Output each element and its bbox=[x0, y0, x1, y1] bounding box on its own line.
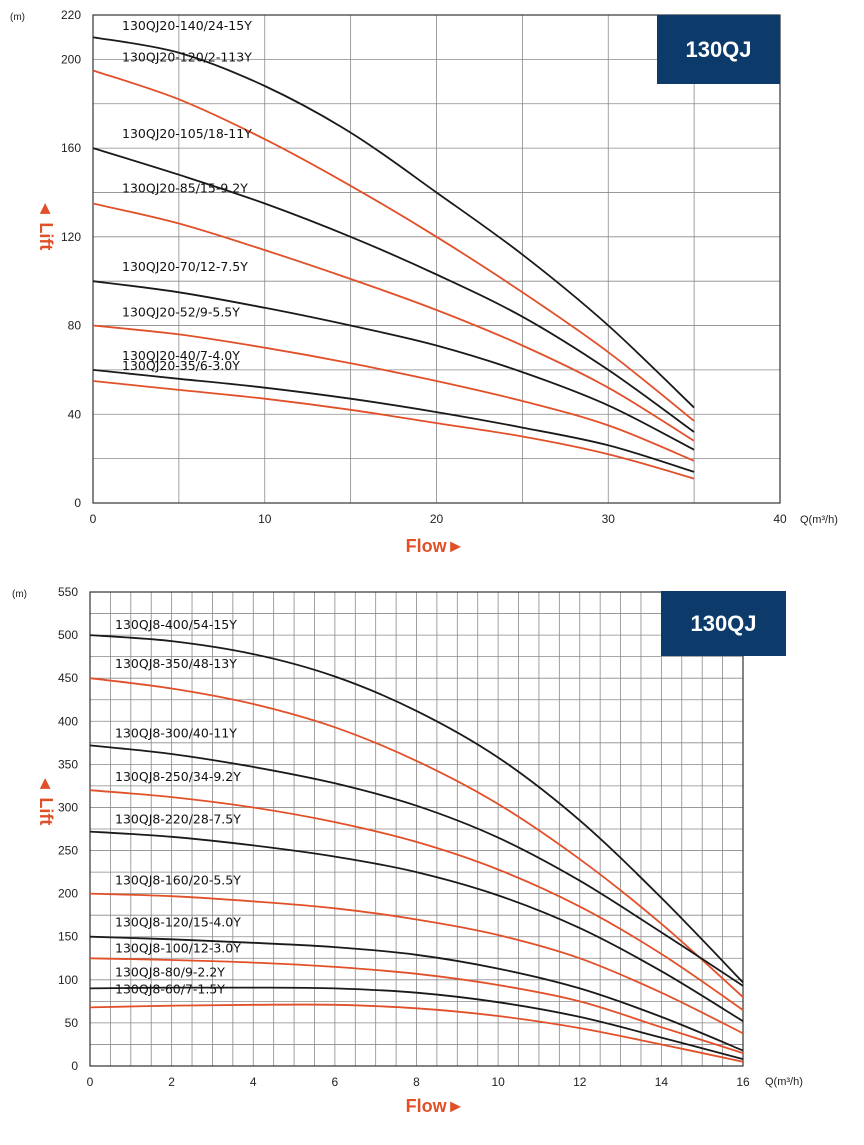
y-tick-label: 200 bbox=[61, 52, 81, 66]
y-axis-label: ◄ Lift bbox=[36, 200, 56, 251]
x-tick-label: 4 bbox=[250, 1075, 257, 1089]
y-tick-label: 160 bbox=[61, 141, 81, 155]
y-tick-label: 220 bbox=[61, 8, 81, 22]
series-line bbox=[92, 380, 695, 480]
x-tick-label: 12 bbox=[573, 1075, 587, 1089]
series-label: 130QJ20-105/18-11Y bbox=[122, 126, 252, 141]
x-unit-label: Q(m³/h) bbox=[765, 1076, 803, 1088]
series-line bbox=[89, 957, 744, 1054]
x-tick-label: 14 bbox=[655, 1075, 669, 1089]
series-label: 130QJ8-400/54-15Y bbox=[115, 617, 237, 632]
series-label: 130QJ8-60/7-1.5Y bbox=[115, 981, 225, 996]
series-label: 130QJ8-300/40-11Y bbox=[115, 725, 237, 740]
y-tick-label: 350 bbox=[58, 757, 78, 771]
x-tick-label: 0 bbox=[87, 1075, 94, 1089]
plot-frame bbox=[89, 591, 744, 1067]
x-axis-label: Flow► bbox=[406, 1096, 465, 1116]
x-tick-label: 8 bbox=[413, 1075, 420, 1089]
y-tick-label: 150 bbox=[58, 930, 78, 944]
y-tick-label: 550 bbox=[58, 585, 78, 599]
series-line bbox=[92, 369, 695, 473]
series-line bbox=[92, 202, 695, 442]
plot-frame bbox=[92, 14, 781, 504]
y-unit-label: (m) bbox=[10, 12, 25, 23]
x-tick-label: 20 bbox=[430, 512, 444, 526]
y-unit-label: (m) bbox=[12, 589, 27, 600]
series-line bbox=[89, 830, 744, 1022]
x-axis-label: Flow► bbox=[406, 536, 465, 556]
x-tick-label: 2 bbox=[168, 1075, 175, 1089]
series-line bbox=[92, 69, 695, 422]
series-label: 130QJ8-160/20-5.5Y bbox=[115, 873, 241, 888]
series-label: 130QJ20-52/9-5.5Y bbox=[122, 305, 240, 320]
series-line bbox=[89, 744, 744, 987]
series-label: 130QJ8-120/15-4.0Y bbox=[115, 915, 241, 930]
series-label: 130QJ20-40/7-4.0Y bbox=[122, 348, 240, 363]
y-tick-label: 400 bbox=[58, 714, 78, 728]
y-tick-label: 80 bbox=[68, 319, 82, 333]
x-tick-label: 6 bbox=[332, 1075, 339, 1089]
y-tick-label: 450 bbox=[58, 671, 78, 685]
x-tick-label: 10 bbox=[258, 512, 272, 526]
series-line bbox=[89, 1003, 744, 1063]
x-tick-label: 16 bbox=[736, 1075, 750, 1089]
y-tick-label: 300 bbox=[58, 800, 78, 814]
y-tick-label: 100 bbox=[58, 973, 78, 987]
series-label: 130QJ8-250/34-9.2Y bbox=[115, 769, 241, 784]
series-label: 130QJ20-120/2-113Y bbox=[122, 49, 252, 64]
series-label: 130QJ20-35/6-3.0Y bbox=[122, 358, 240, 373]
chart-badge: 130QJ bbox=[657, 15, 780, 84]
series-line bbox=[89, 935, 744, 1052]
series-line bbox=[92, 36, 695, 409]
y-tick-label: 40 bbox=[68, 407, 82, 421]
y-tick-label: 500 bbox=[58, 628, 78, 642]
series-label: 130QJ8-80/9-2.2Y bbox=[115, 964, 225, 979]
chart-badge: 130QJ bbox=[661, 591, 786, 656]
series-line bbox=[89, 789, 744, 1011]
y-tick-label: 200 bbox=[58, 887, 78, 901]
series-label: 130QJ8-100/12-3.0Y bbox=[115, 940, 241, 955]
x-tick-label: 0 bbox=[90, 512, 97, 526]
series-line bbox=[92, 324, 695, 462]
y-tick-label: 250 bbox=[58, 844, 78, 858]
series-label: 130QJ8-220/28-7.5Y bbox=[115, 812, 241, 827]
x-tick-label: 30 bbox=[602, 512, 616, 526]
y-tick-label: 0 bbox=[74, 496, 81, 510]
series-line bbox=[89, 634, 744, 984]
x-unit-label: Q(m³/h) bbox=[800, 514, 838, 526]
y-axis-label: ◄ Lift bbox=[36, 775, 56, 826]
series-label: 130QJ8-350/48-13Y bbox=[115, 656, 237, 671]
series-line bbox=[89, 677, 744, 998]
y-tick-label: 120 bbox=[61, 230, 81, 244]
x-tick-label: 40 bbox=[773, 512, 787, 526]
y-tick-label: 50 bbox=[65, 1016, 79, 1030]
series-label: 130QJ20-140/24-15Y bbox=[122, 18, 252, 33]
series-label: 130QJ20-70/12-7.5Y bbox=[122, 259, 248, 274]
series-line bbox=[89, 892, 744, 1035]
y-tick-label: 0 bbox=[71, 1059, 78, 1073]
series-label: 130QJ20-85/15-9.2Y bbox=[122, 181, 248, 196]
x-tick-label: 10 bbox=[491, 1075, 505, 1089]
series-line bbox=[92, 280, 695, 451]
series-line bbox=[92, 147, 695, 433]
series-line bbox=[89, 986, 744, 1060]
